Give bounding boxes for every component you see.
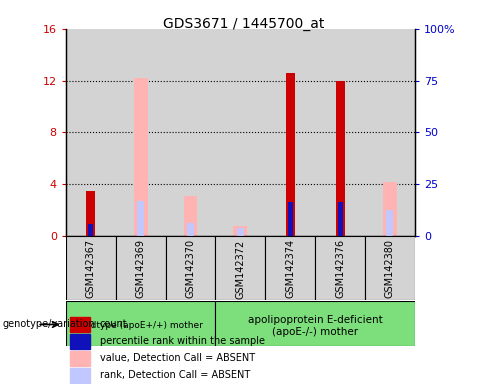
Bar [383, 182, 397, 236]
Bar [88, 224, 93, 236]
Bar [165, 236, 215, 300]
Bar [70, 351, 90, 366]
Bar [386, 210, 393, 236]
Bar [66, 301, 215, 346]
Bar [187, 223, 194, 236]
Text: GDS3671 / 1445700_at: GDS3671 / 1445700_at [163, 17, 325, 31]
Bar [86, 191, 95, 236]
Bar [215, 301, 415, 346]
Text: value, Detection Call = ABSENT: value, Detection Call = ABSENT [100, 353, 255, 363]
Text: GSM142374: GSM142374 [285, 239, 295, 298]
Bar [288, 202, 293, 236]
Text: count: count [100, 319, 127, 329]
Text: GSM142370: GSM142370 [185, 239, 196, 298]
Bar [233, 226, 247, 236]
Bar [285, 73, 295, 236]
Text: rank, Detection Call = ABSENT: rank, Detection Call = ABSENT [100, 370, 250, 380]
Text: GSM142376: GSM142376 [335, 239, 345, 298]
Bar [365, 236, 415, 300]
Bar [70, 318, 90, 332]
Text: GSM142380: GSM142380 [385, 239, 395, 298]
Text: wildtype (apoE+/+) mother: wildtype (apoE+/+) mother [78, 321, 203, 330]
Bar [116, 236, 165, 300]
Bar [265, 236, 315, 300]
Text: GSM142367: GSM142367 [86, 239, 96, 298]
Text: percentile rank within the sample: percentile rank within the sample [100, 336, 264, 346]
Bar [70, 368, 90, 383]
Bar [66, 236, 116, 300]
Text: genotype/variation: genotype/variation [2, 319, 95, 329]
Bar [70, 334, 90, 349]
Text: GSM142369: GSM142369 [136, 239, 145, 298]
Bar [336, 81, 345, 236]
Text: apolipoprotein E-deficient
(apoE-/-) mother: apolipoprotein E-deficient (apoE-/-) mot… [248, 315, 383, 336]
Bar [134, 78, 148, 236]
Bar [338, 202, 343, 236]
Text: GSM142372: GSM142372 [235, 239, 245, 299]
Bar [215, 236, 265, 300]
Bar [183, 196, 198, 236]
Bar [237, 228, 244, 236]
Bar [137, 201, 144, 236]
Bar [315, 236, 365, 300]
